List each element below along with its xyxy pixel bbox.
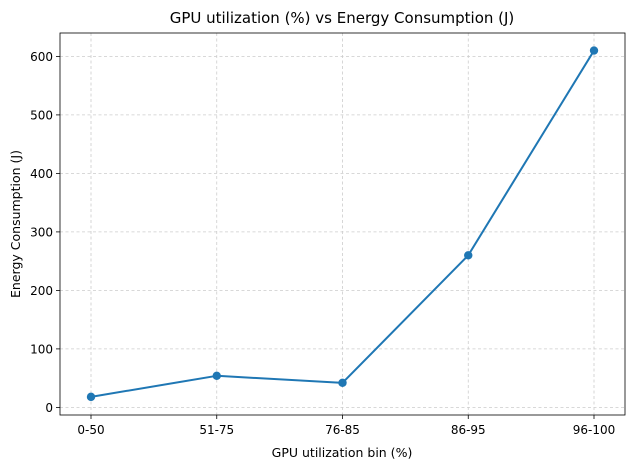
x-tick-label: 76-85 — [325, 423, 360, 437]
y-tick-label: 0 — [45, 401, 53, 415]
y-tick-label: 100 — [30, 342, 53, 356]
data-point — [86, 392, 96, 402]
y-tick-label: 400 — [30, 167, 53, 181]
y-axis: 0 100 200 300 400 500 600 — [30, 50, 60, 415]
series-line — [90, 50, 595, 398]
y-tick-label: 300 — [30, 225, 53, 239]
data-point — [464, 251, 473, 260]
data-point — [589, 46, 599, 55]
chart-title: GPU utilization (%) vs Energy Consumptio… — [170, 9, 515, 27]
x-tick-label: 96-100 — [573, 423, 616, 437]
x-tick-label: 0-50 — [77, 423, 104, 437]
x-tick-label: 51-75 — [199, 423, 234, 437]
x-axis-label: GPU utilization bin (%) — [272, 445, 413, 460]
x-tick-label: 86-95 — [451, 423, 486, 437]
grid-layer — [60, 33, 625, 415]
series-layer — [86, 46, 599, 402]
y-axis-label: Energy Consumption (J) — [8, 150, 23, 298]
data-point — [338, 378, 347, 388]
y-tick-label: 500 — [30, 108, 53, 122]
data-point — [212, 371, 221, 381]
x-axis: 0-50 51-75 76-85 86-95 96-100 — [77, 415, 615, 437]
y-tick-label: 200 — [30, 284, 53, 298]
y-tick-label: 600 — [30, 50, 53, 64]
